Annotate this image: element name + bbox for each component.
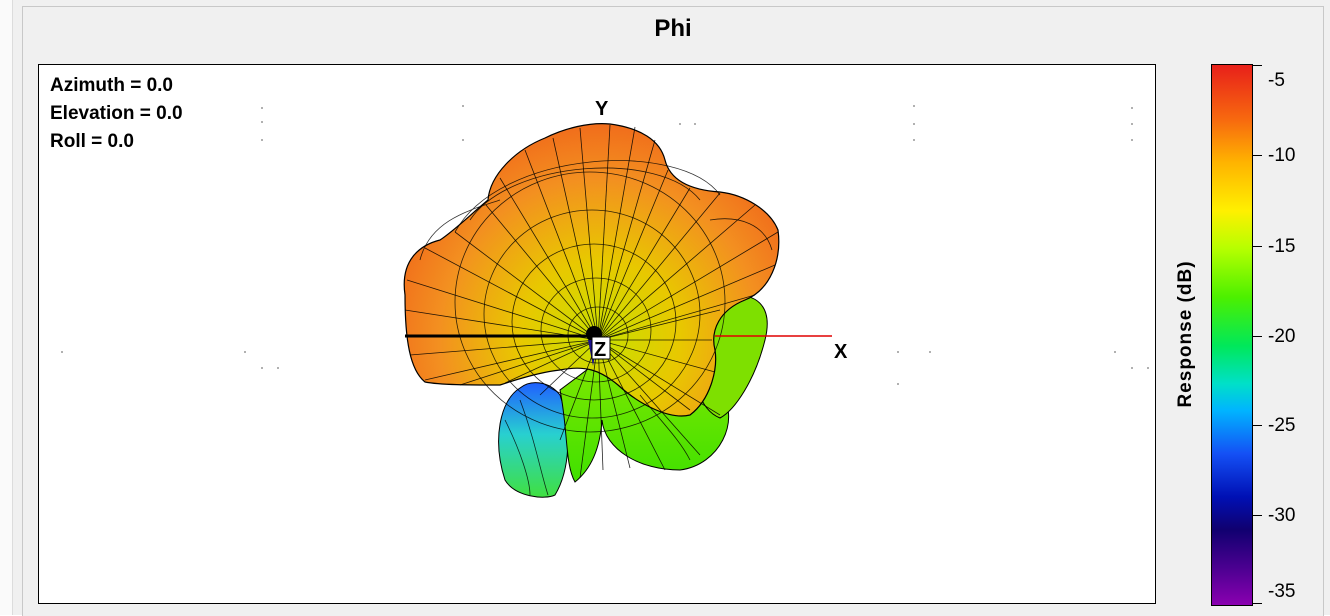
- roll-readout: Roll = 0.0: [50, 131, 134, 152]
- left-window-edge: [0, 0, 13, 615]
- colorbar-tick-label: -10: [1268, 145, 1296, 166]
- colorbar-tick-label: -20: [1268, 326, 1296, 347]
- colorbar-tick: [1252, 425, 1262, 426]
- colorbar-tick-label: -15: [1268, 236, 1296, 257]
- grid-dots: [61, 105, 1149, 385]
- colorbar-tick: [1252, 603, 1262, 604]
- azimuth-readout: Azimuth = 0.0: [50, 75, 173, 96]
- view-orientation-info: Azimuth = 0.0 Elevation = 0.0 Roll = 0.0: [50, 72, 183, 156]
- colorbar-tick-label: -5: [1268, 70, 1285, 91]
- colorbar-tick: [1252, 336, 1262, 337]
- colorbar: [1211, 64, 1253, 606]
- z-axis-label: Z: [594, 339, 606, 361]
- colorbar-tick: [1252, 515, 1262, 516]
- colorbar-tick: [1252, 246, 1262, 247]
- y-axis-label: Y: [595, 98, 609, 120]
- plot-title: Phi: [654, 15, 692, 42]
- colorbar-tick-label: -25: [1268, 415, 1296, 436]
- radiation-pattern-3d[interactable]: Y X Z: [38, 64, 1154, 602]
- colorbar-tick: [1252, 155, 1262, 156]
- colorbar-tick-label: -35: [1268, 581, 1296, 602]
- colorbar-tick-label: -30: [1268, 505, 1296, 526]
- x-axis-label: X: [834, 341, 848, 363]
- elevation-readout: Elevation = 0.0: [50, 103, 183, 124]
- z-axis-label-box: [591, 336, 611, 360]
- mesh-radial-lines: [404, 124, 779, 479]
- colorbar-title: Response (dB): [1175, 260, 1196, 408]
- colorbar-tick: [1252, 65, 1262, 66]
